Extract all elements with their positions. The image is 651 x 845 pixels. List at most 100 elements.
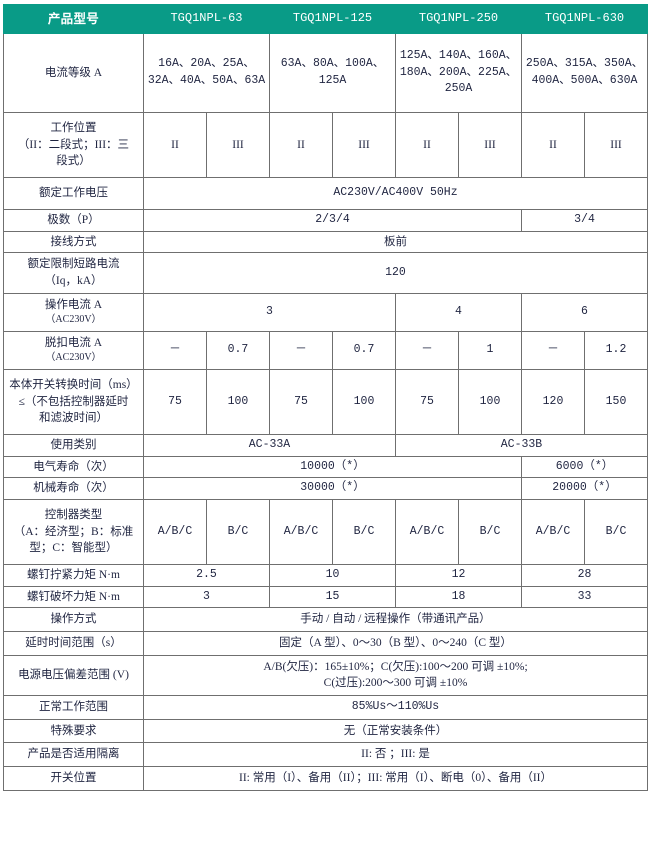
switching-time-label-line2: ≤（不包括控制器延时 — [18, 395, 129, 408]
screw-break-torque-value-1: 15 — [269, 585, 396, 609]
row-label-current-rating: 电流等级 A — [2, 33, 144, 114]
row-label-operation-mode: 操作方式 — [2, 607, 144, 632]
rated-voltage-value: AC230V/AC400V 50Hz — [142, 177, 649, 210]
table-row: 开关位置 II: 常用（I）、备用（II）；III: 常用（I）、断电（0）、备… — [2, 765, 649, 791]
switching-time-value-7: 150 — [584, 368, 648, 435]
row-label-electrical-life: 电气寿命（次） — [2, 455, 144, 479]
table-row: 极数（P） 2/3/4 3/4 — [2, 208, 648, 232]
working-position-label-line2: （II：二段式；III：三 — [17, 138, 130, 151]
trip-current-value-1: 0.7 — [205, 330, 271, 370]
operating-current-value-2: 6 — [521, 292, 648, 332]
short-circuit-value: 120 — [142, 252, 649, 294]
screw-tighten-torque-value-1: 10 — [269, 563, 396, 587]
table-row: 电气寿命（次） 10000（*） 6000（*） — [2, 455, 648, 479]
row-label-switch-position: 开关位置 — [2, 765, 144, 791]
row-label-mechanical-life: 机械寿命（次） — [2, 477, 144, 500]
short-circuit-label-line1: 额定限制短路电流 — [27, 258, 120, 271]
current-rating-value-0: 16A、20A、25A、32A、40A、50A、63A — [142, 33, 271, 114]
table-row: 本体开关转换时间（ms） ≤（不包括控制器延时 和滤波时间） 75 100 75… — [2, 368, 648, 435]
table-row: 特殊要求 无（正常安装条件） — [2, 718, 649, 744]
table-row: 操作电流 A （AC230V） 3 4 6 — [2, 292, 648, 332]
controller-type-value-3: B/C — [332, 498, 396, 565]
screw-tighten-torque-value-2: 12 — [395, 563, 522, 587]
table-row: 电流等级 A 16A、20A、25A、32A、40A、50A、63A 63A、8… — [2, 33, 648, 114]
working-position-label-line3: 段式） — [56, 155, 91, 168]
working-position-label-line1: 工作位置 — [50, 122, 97, 135]
switching-time-value-0: 75 — [142, 368, 207, 435]
switching-time-value-2: 75 — [269, 368, 333, 435]
trip-current-value-2: － — [269, 330, 333, 370]
wiring-value: 板前 — [142, 230, 649, 254]
product-specification-table: 产品型号 TGQ1NPL-63 TGQ1NPL-125 TGQ1NPL-250 … — [2, 3, 649, 791]
switching-time-value-3: 100 — [332, 368, 396, 435]
trip-current-value-7: 1.2 — [584, 330, 648, 370]
row-label-screw-break-torque: 螺钉破坏力矩 N·m — [2, 585, 144, 609]
row-label-poles: 极数（P） — [2, 208, 144, 232]
row-label-delay-range: 延时时间范围（s） — [2, 630, 144, 656]
switching-time-value-1: 100 — [205, 368, 271, 435]
row-label-isolation-applicable: 产品是否适用隔离 — [2, 742, 144, 767]
working-position-value-1: III — [205, 112, 271, 179]
screw-tighten-torque-value-3: 28 — [521, 563, 648, 587]
row-label-trip-current: 脱扣电流 A （AC230V） — [2, 330, 144, 370]
utilization-category-value-1: AC-33B — [395, 433, 648, 457]
voltage-deviation-value: A/B(欠压)：165±10%；C(欠压):100～200 可调 ±10%; C… — [142, 654, 649, 696]
row-label-special-requirement: 特殊要求 — [2, 718, 144, 744]
working-position-value-3: III — [332, 112, 396, 179]
switching-time-value-6: 120 — [521, 368, 585, 435]
table-row: 额定限制短路电流 （Iq，kA） 120 — [2, 252, 649, 294]
header-model-2: TGQ1NPL-250 — [395, 3, 522, 35]
screw-break-torque-value-0: 3 — [142, 585, 271, 609]
header-model-3: TGQ1NPL-630 — [521, 3, 648, 35]
electrical-life-value-1: 6000（*） — [521, 455, 648, 479]
trip-current-label-line2: （AC230V） — [45, 352, 102, 364]
controller-type-value-7: B/C — [584, 498, 648, 565]
operating-current-value-0: 3 — [142, 292, 397, 332]
switching-time-value-4: 75 — [395, 368, 459, 435]
special-requirement-value: 无（正常安装条件） — [142, 718, 649, 744]
electrical-life-value-0: 10000（*） — [142, 455, 523, 479]
header-row-label: 产品型号 — [2, 3, 144, 35]
table-header-row: 产品型号 TGQ1NPL-63 TGQ1NPL-125 TGQ1NPL-250 … — [2, 3, 648, 35]
working-position-value-0: II — [142, 112, 207, 179]
delay-range-value: 固定（A 型）、0～30（B 型）、0～240（C 型） — [142, 630, 649, 656]
trip-current-value-0: － — [142, 330, 207, 370]
operating-current-label-line1: 操作电流 A — [44, 298, 103, 311]
switching-time-label-line3: 和滤波时间） — [38, 412, 108, 425]
operating-current-value-1: 4 — [395, 292, 522, 332]
controller-type-label-line2: （A：经济型；B：标准 — [13, 525, 134, 538]
isolation-applicable-value: II: 否 ；III: 是 — [142, 742, 649, 767]
table-row: 操作方式 手动 / 自动 / 远程操作（带通讯产品） — [2, 607, 649, 632]
working-position-value-6: II — [521, 112, 585, 179]
row-label-short-circuit: 额定限制短路电流 （Iq，kA） — [2, 252, 144, 294]
screw-break-torque-value-2: 18 — [395, 585, 522, 609]
switching-time-value-5: 100 — [458, 368, 522, 435]
poles-value-0: 2/3/4 — [142, 208, 523, 232]
controller-type-value-4: A/B/C — [395, 498, 459, 565]
mechanical-life-value-0: 30000（*） — [142, 477, 523, 500]
working-position-value-4: II — [395, 112, 459, 179]
header-model-1: TGQ1NPL-125 — [269, 3, 396, 35]
controller-type-label-line3: 型；C：智能型） — [29, 542, 118, 555]
short-circuit-label-line2: （Iq，kA） — [44, 274, 103, 287]
trip-current-value-5: 1 — [458, 330, 522, 370]
controller-type-value-0: A/B/C — [142, 498, 207, 565]
table-row: 控制器类型 （A：经济型；B：标准 型；C：智能型） A/B/C B/C A/B… — [2, 498, 648, 565]
table-row: 产品是否适用隔离 II: 否 ；III: 是 — [2, 742, 649, 767]
controller-type-value-6: A/B/C — [521, 498, 585, 565]
working-position-value-7: III — [584, 112, 648, 179]
mechanical-life-value-1: 20000（*） — [521, 477, 648, 500]
normal-range-value: 85%Us～110%Us — [142, 694, 649, 720]
table-row: 螺钉破坏力矩 N·m 3 15 18 33 — [2, 585, 648, 609]
voltage-deviation-line1: A/B(欠压)：165±10%；C(欠压):100～200 可调 ±10%; — [263, 660, 528, 673]
poles-value-1: 3/4 — [521, 208, 648, 232]
controller-type-value-2: A/B/C — [269, 498, 333, 565]
row-label-normal-range: 正常工作范围 — [2, 694, 144, 720]
table-row: 使用类别 AC-33A AC-33B — [2, 433, 648, 457]
switching-time-label-line1: 本体开关转换时间（ms） — [9, 378, 138, 391]
controller-type-value-5: B/C — [458, 498, 522, 565]
current-rating-value-2: 125A、140A、160A、180A、200A、225A、250A — [395, 33, 522, 114]
table-row: 额定工作电压 AC230V/AC400V 50Hz — [2, 177, 649, 210]
current-rating-value-1: 63A、80A、100A、125A — [269, 33, 396, 114]
